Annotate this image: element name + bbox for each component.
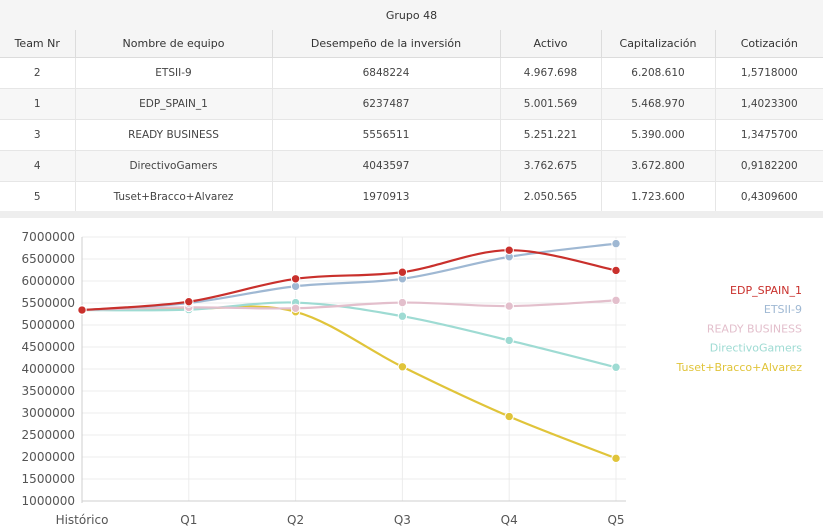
data-point — [504, 245, 514, 255]
data-point — [290, 274, 301, 284]
column-header-assets[interactable]: Activo — [499, 30, 601, 58]
data-point — [397, 267, 408, 277]
column-header-team-name[interactable]: Nombre de equipo — [74, 30, 272, 58]
x-tick-label: Q5 — [607, 513, 624, 527]
x-tick-label: Q1 — [180, 513, 197, 527]
series-edp-spain-1 — [77, 245, 621, 315]
cell-quotation: 1,4023300 — [714, 88, 823, 120]
cell-assets: 5.251.221 — [499, 119, 601, 151]
cell-team-name: READY BUSINESS — [74, 119, 272, 151]
y-tick-label: 1000000 — [22, 494, 75, 508]
y-tick-label: 6500000 — [22, 252, 75, 266]
cell-team-name: EDP_SPAIN_1 — [74, 88, 272, 120]
column-header-team-nr[interactable]: Team Nr — [0, 30, 75, 58]
y-tick-label: 3000000 — [22, 406, 75, 420]
cell-capitalization: 3.672.800 — [600, 150, 715, 182]
y-tick-label: 4500000 — [22, 340, 75, 354]
data-point — [504, 301, 514, 311]
data-point — [184, 296, 194, 307]
table-row[interactable]: 5 Tuset+Bracco+Alvarez 1970913 2.050.565… — [0, 181, 823, 213]
data-point — [611, 453, 621, 464]
legend-entry: EDP_SPAIN_1 — [730, 284, 802, 297]
cell-investment-performance: 1970913 — [271, 181, 500, 213]
x-tick-label: Q3 — [394, 513, 411, 527]
y-tick-label: 6000000 — [22, 274, 75, 288]
cell-team-nr: 4 — [0, 150, 75, 182]
cell-investment-performance: 6237487 — [271, 88, 500, 120]
cell-team-name: Tuset+Bracco+Alvarez — [74, 181, 272, 213]
column-header-capitalization[interactable]: Capitalización — [600, 30, 715, 58]
cell-assets: 4.967.698 — [499, 57, 601, 89]
cell-assets: 5.001.569 — [499, 88, 601, 120]
cell-team-name: DirectivoGamers — [74, 150, 272, 182]
series-line — [81, 305, 617, 460]
x-tick-label: Histórico — [56, 513, 109, 527]
section-divider — [0, 211, 823, 218]
cell-investment-performance: 5556511 — [271, 119, 500, 151]
results-table-panel: Grupo 48 Team Nr Nombre de equipo Desemp… — [0, 0, 823, 213]
results-table: Team Nr Nombre de equipo Desempeño de la… — [0, 30, 823, 213]
column-header-investment-performance[interactable]: Desempeño de la inversión — [271, 30, 500, 58]
cell-team-name: ETSII-9 — [74, 57, 272, 89]
cell-capitalization: 5.468.970 — [600, 88, 715, 120]
performance-line-chart: 1000000 1500000 2000000 2500000 3000000 35000… — [22, 230, 803, 527]
y-tick-label: 2500000 — [22, 428, 75, 442]
column-header-quotation[interactable]: Cotización — [714, 30, 823, 58]
data-point — [611, 265, 621, 276]
cell-quotation: 1,5718000 — [714, 57, 823, 89]
table-row[interactable]: 2 ETSII-9 6848224 4.967.698 6.208.610 1,… — [0, 57, 823, 89]
legend-entry: ETSII-9 — [764, 303, 802, 316]
series-line — [81, 301, 617, 369]
table-row[interactable]: 3 READY BUSINESS 5556511 5.251.221 5.390… — [0, 119, 823, 151]
legend-entry: Tuset+Bracco+Alvarez — [675, 361, 802, 374]
cell-investment-performance: 6848224 — [271, 57, 500, 89]
cell-capitalization: 1.723.600 — [600, 181, 715, 213]
cell-assets: 2.050.565 — [499, 181, 601, 213]
x-tick-label: Q4 — [501, 513, 518, 527]
y-tick-label: 5000000 — [22, 318, 75, 332]
cell-assets: 3.762.675 — [499, 150, 601, 182]
cell-team-nr: 5 — [0, 181, 75, 213]
table-row[interactable]: 1 EDP_SPAIN_1 6237487 5.001.569 5.468.97… — [0, 88, 823, 120]
series-line — [81, 299, 617, 312]
legend-entry: READY BUSINESS — [707, 322, 802, 335]
data-point — [504, 411, 514, 422]
data-point — [397, 297, 408, 308]
data-point — [77, 305, 87, 315]
cell-team-nr: 2 — [0, 57, 75, 89]
legend-entry: DirectivoGamers — [710, 342, 803, 355]
cell-team-nr: 1 — [0, 88, 75, 120]
cell-investment-performance: 4043597 — [271, 150, 500, 182]
data-point — [504, 335, 514, 346]
series-line — [81, 249, 617, 312]
data-point — [611, 295, 621, 306]
y-tick-label: 3500000 — [22, 384, 75, 398]
x-tick-label: Q2 — [287, 513, 304, 527]
cell-team-nr: 3 — [0, 119, 75, 151]
cell-quotation: 0,9182200 — [714, 150, 823, 182]
table-row[interactable]: 4 DirectivoGamers 4043597 3.762.675 3.67… — [0, 150, 823, 182]
cell-capitalization: 5.390.000 — [600, 119, 715, 151]
y-tick-label: 4000000 — [22, 362, 75, 376]
y-tick-label: 7000000 — [22, 230, 75, 244]
data-point — [397, 362, 408, 372]
cell-quotation: 0,4309600 — [714, 181, 823, 213]
y-tick-label: 5500000 — [22, 296, 75, 310]
data-point — [611, 238, 621, 249]
data-point — [611, 362, 621, 372]
data-point — [397, 311, 408, 321]
group-title: Grupo 48 — [385, 8, 438, 22]
cell-quotation: 1,3475700 — [714, 119, 823, 151]
data-point — [290, 303, 301, 313]
y-tick-label: 1500000 — [22, 472, 75, 486]
y-tick-label: 2000000 — [22, 450, 75, 464]
cell-capitalization: 6.208.610 — [600, 57, 715, 89]
